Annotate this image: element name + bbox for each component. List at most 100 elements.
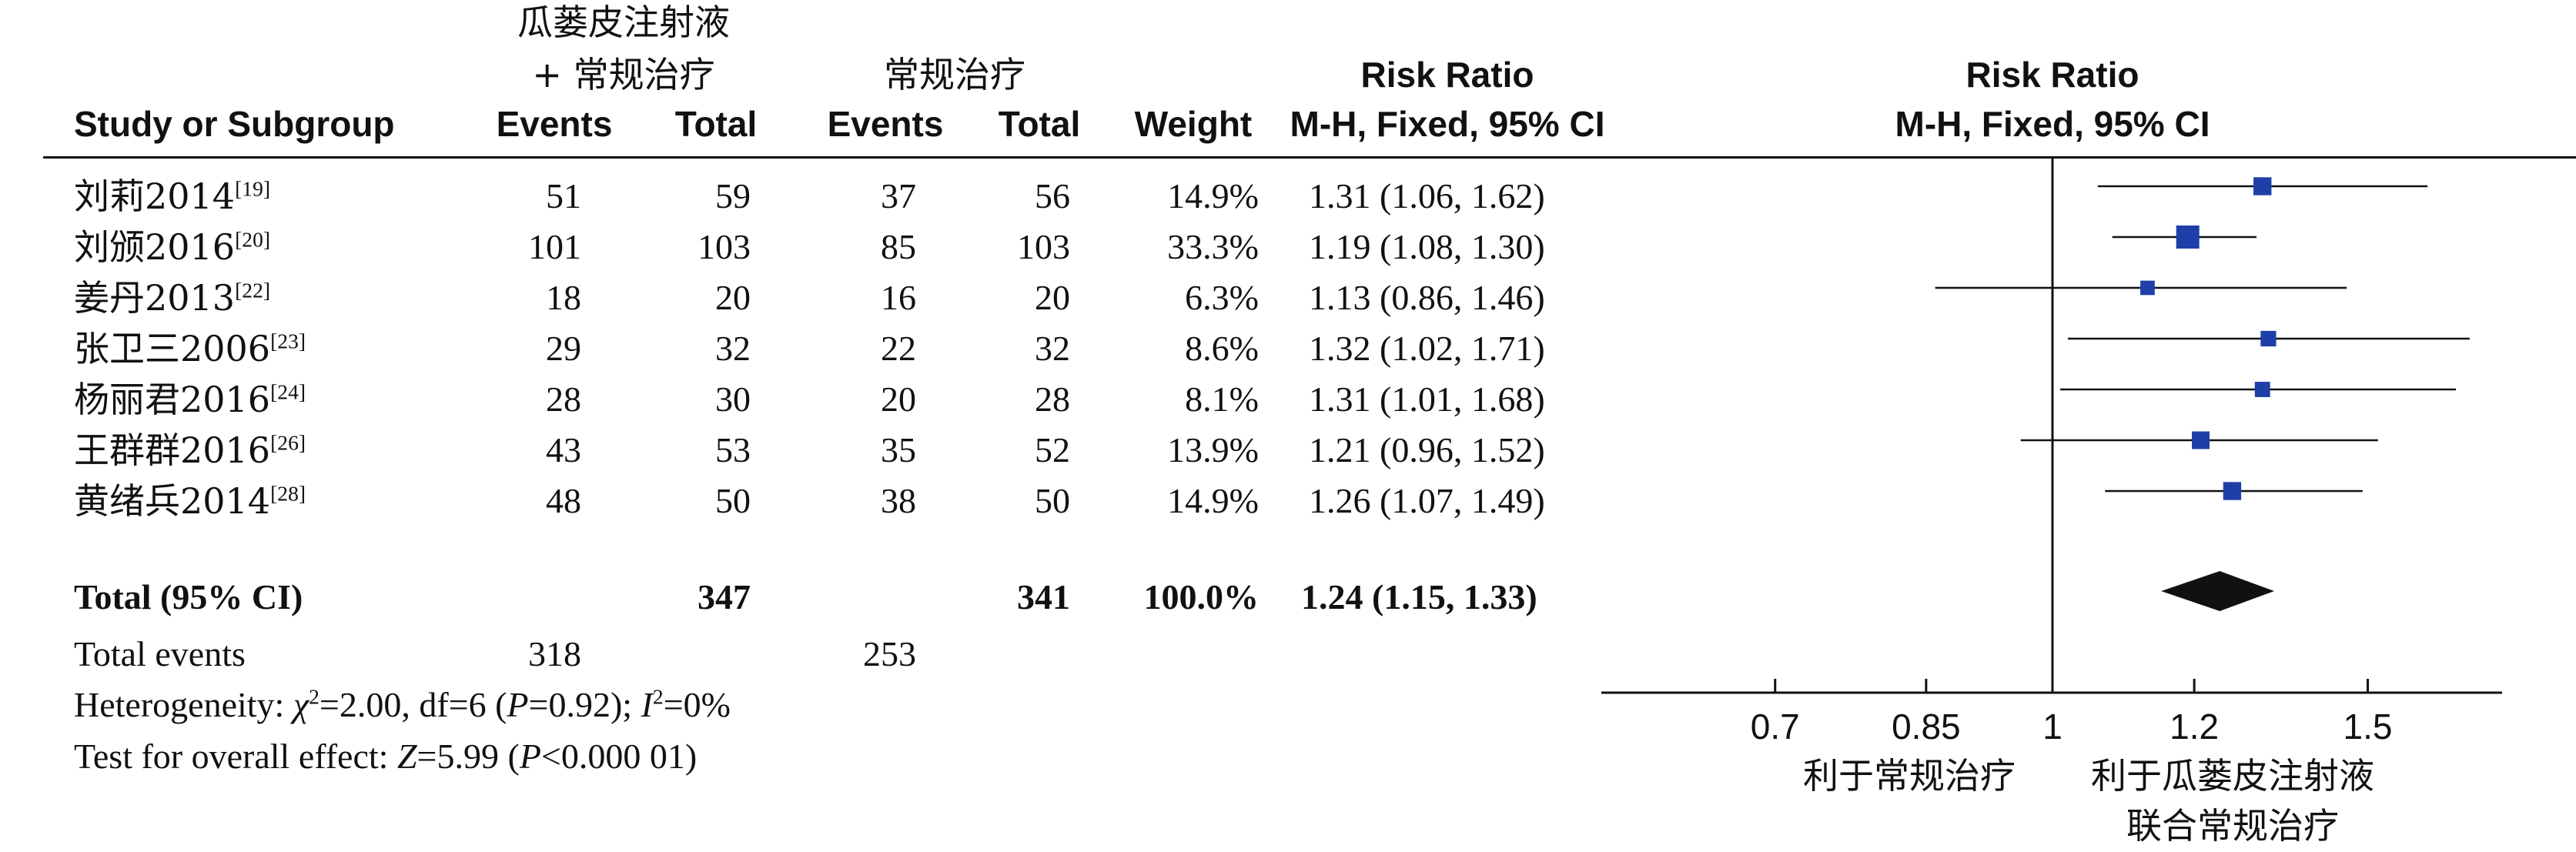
study-name: 张卫三2006[23]	[74, 328, 306, 369]
total-control: 20	[1035, 278, 1070, 317]
events-control: 22	[881, 329, 916, 368]
total-treatment: 50	[715, 481, 751, 520]
total-events-2: 253	[863, 634, 916, 673]
study-ref: [23]	[270, 329, 306, 353]
plot-method-header: M-H, Fixed, 95% CI	[1895, 104, 2210, 144]
chi-symbol: χ	[293, 685, 309, 724]
x-axis-tick-label: 0.7	[1751, 707, 1800, 747]
i-symbol: I	[641, 685, 653, 724]
effect-square	[2176, 226, 2200, 249]
favours-right-line1: 利于瓜蒌皮注射液	[2091, 755, 2374, 797]
study-name: 姜丹2013[22]	[74, 277, 271, 319]
i-sup: 2	[652, 684, 664, 709]
study-weight: 8.1%	[1185, 379, 1259, 419]
group2-header: 常规治疗	[884, 54, 1025, 95]
events-treatment: 28	[546, 379, 581, 419]
chi-value: =2.00, df=6 (	[319, 685, 507, 724]
effect-square	[2260, 330, 2277, 347]
study-ref: [22]	[235, 278, 271, 302]
study-name: 王群群2016[26]	[74, 430, 306, 469]
effect-square	[2223, 482, 2242, 500]
total-treatment: 103	[698, 227, 751, 266]
study-ref: [24]	[270, 379, 306, 404]
events-control: 20	[881, 379, 916, 419]
study-ci: 1.13 (0.86, 1.46)	[1309, 278, 1545, 317]
total-control: 50	[1035, 481, 1070, 520]
overall-effect-text: Test for overall effect: Z=5.99 (P<0.000…	[74, 739, 697, 774]
rr-title-header: Risk Ratio	[1360, 55, 1534, 95]
x-axis-tick-label: 1	[2042, 707, 2062, 747]
events-control: 38	[881, 481, 916, 520]
study-weight: 33.3%	[1167, 227, 1259, 266]
effect-square	[2254, 382, 2270, 397]
effect-square	[2140, 280, 2155, 296]
effect-square	[2253, 177, 2272, 195]
study-weight: 6.3%	[1185, 278, 1259, 317]
study-weight: 8.6%	[1185, 329, 1259, 368]
study-name-text: 刘颁2016	[74, 226, 236, 268]
p-value: =0.92);	[528, 685, 641, 724]
group1-header-line1: 瓜蒌皮注射液	[517, 2, 730, 43]
total-n2: 341	[1017, 577, 1070, 616]
study-ci: 1.21 (0.96, 1.52)	[1309, 430, 1545, 469]
study-column-header: Study or Subgroup	[74, 104, 395, 144]
z-symbol: Z	[396, 737, 417, 776]
favours-left-label: 利于常规治疗	[1803, 755, 2016, 797]
study-ci: 1.32 (1.02, 1.71)	[1309, 329, 1545, 368]
study-name-text: 刘莉2014	[74, 175, 236, 217]
events-treatment: 48	[546, 481, 581, 520]
events-treatment: 51	[546, 176, 581, 216]
header-divider	[43, 156, 2576, 159]
study-ref: [19]	[235, 176, 271, 201]
study-ci: 1.31 (1.01, 1.68)	[1309, 379, 1545, 419]
total-control: 28	[1035, 379, 1070, 419]
study-ci: 1.26 (1.07, 1.49)	[1309, 481, 1545, 520]
events-control: 85	[881, 227, 916, 266]
chi-sup: 2	[309, 684, 319, 709]
heterogeneity-prefix: Heterogeneity:	[74, 685, 293, 724]
total-control: 56	[1035, 176, 1070, 216]
study-name: 刘颁2016[20]	[74, 229, 270, 266]
events-treatment: 29	[546, 329, 581, 368]
study-ref: [20]	[235, 227, 271, 252]
events-control: 37	[881, 176, 916, 216]
total1-header: Total	[674, 104, 758, 144]
overall-prefix: Test for overall effect:	[74, 737, 397, 776]
events-treatment: 18	[546, 278, 581, 317]
total-weight: 100.0%	[1143, 577, 1260, 616]
study-ref: [26]	[270, 430, 306, 455]
total-events-1: 318	[528, 634, 581, 673]
total-control: 103	[1017, 227, 1070, 266]
study-weight: 14.9%	[1167, 481, 1259, 520]
i-value: =0%	[663, 685, 731, 724]
study-weight: 13.9%	[1167, 430, 1259, 469]
favours-right-line2: 联合常规治疗	[2126, 805, 2339, 847]
total-n1: 347	[698, 577, 751, 616]
pooled-diamond	[2161, 571, 2275, 611]
study-name: 黄绪兵2014[28]	[74, 483, 306, 520]
events-control: 16	[881, 278, 916, 317]
study-name-text: 张卫三2006	[74, 328, 271, 369]
study-name-text: 黄绪兵2014	[74, 480, 271, 522]
study-ci: 1.31 (1.06, 1.62)	[1309, 176, 1545, 216]
study-name-text: 姜丹2013	[74, 277, 236, 319]
total-treatment: 32	[715, 329, 751, 368]
study-name: 杨丽君2016[24]	[74, 379, 306, 420]
study-name-text: 杨丽君2016	[74, 379, 271, 420]
overall-p-symbol: P	[519, 737, 541, 776]
study-weight: 14.9%	[1167, 176, 1259, 216]
events-treatment: 101	[528, 227, 581, 266]
study-name-text: 王群群2016	[74, 429, 271, 471]
rr-method-header: M-H, Fixed, 95% CI	[1290, 104, 1605, 144]
events1-header: Events	[496, 104, 613, 144]
group1-header-line2: + 常规治疗	[532, 54, 715, 95]
total-treatment: 53	[715, 430, 751, 469]
study-name: 刘莉2014[19]	[74, 176, 271, 215]
events-control: 35	[881, 430, 916, 469]
total-events-label: Total events	[74, 634, 246, 673]
total-treatment: 30	[715, 379, 751, 419]
study-ci: 1.19 (1.08, 1.30)	[1309, 227, 1545, 266]
total-control: 32	[1035, 329, 1070, 368]
total-treatment: 59	[715, 176, 751, 216]
